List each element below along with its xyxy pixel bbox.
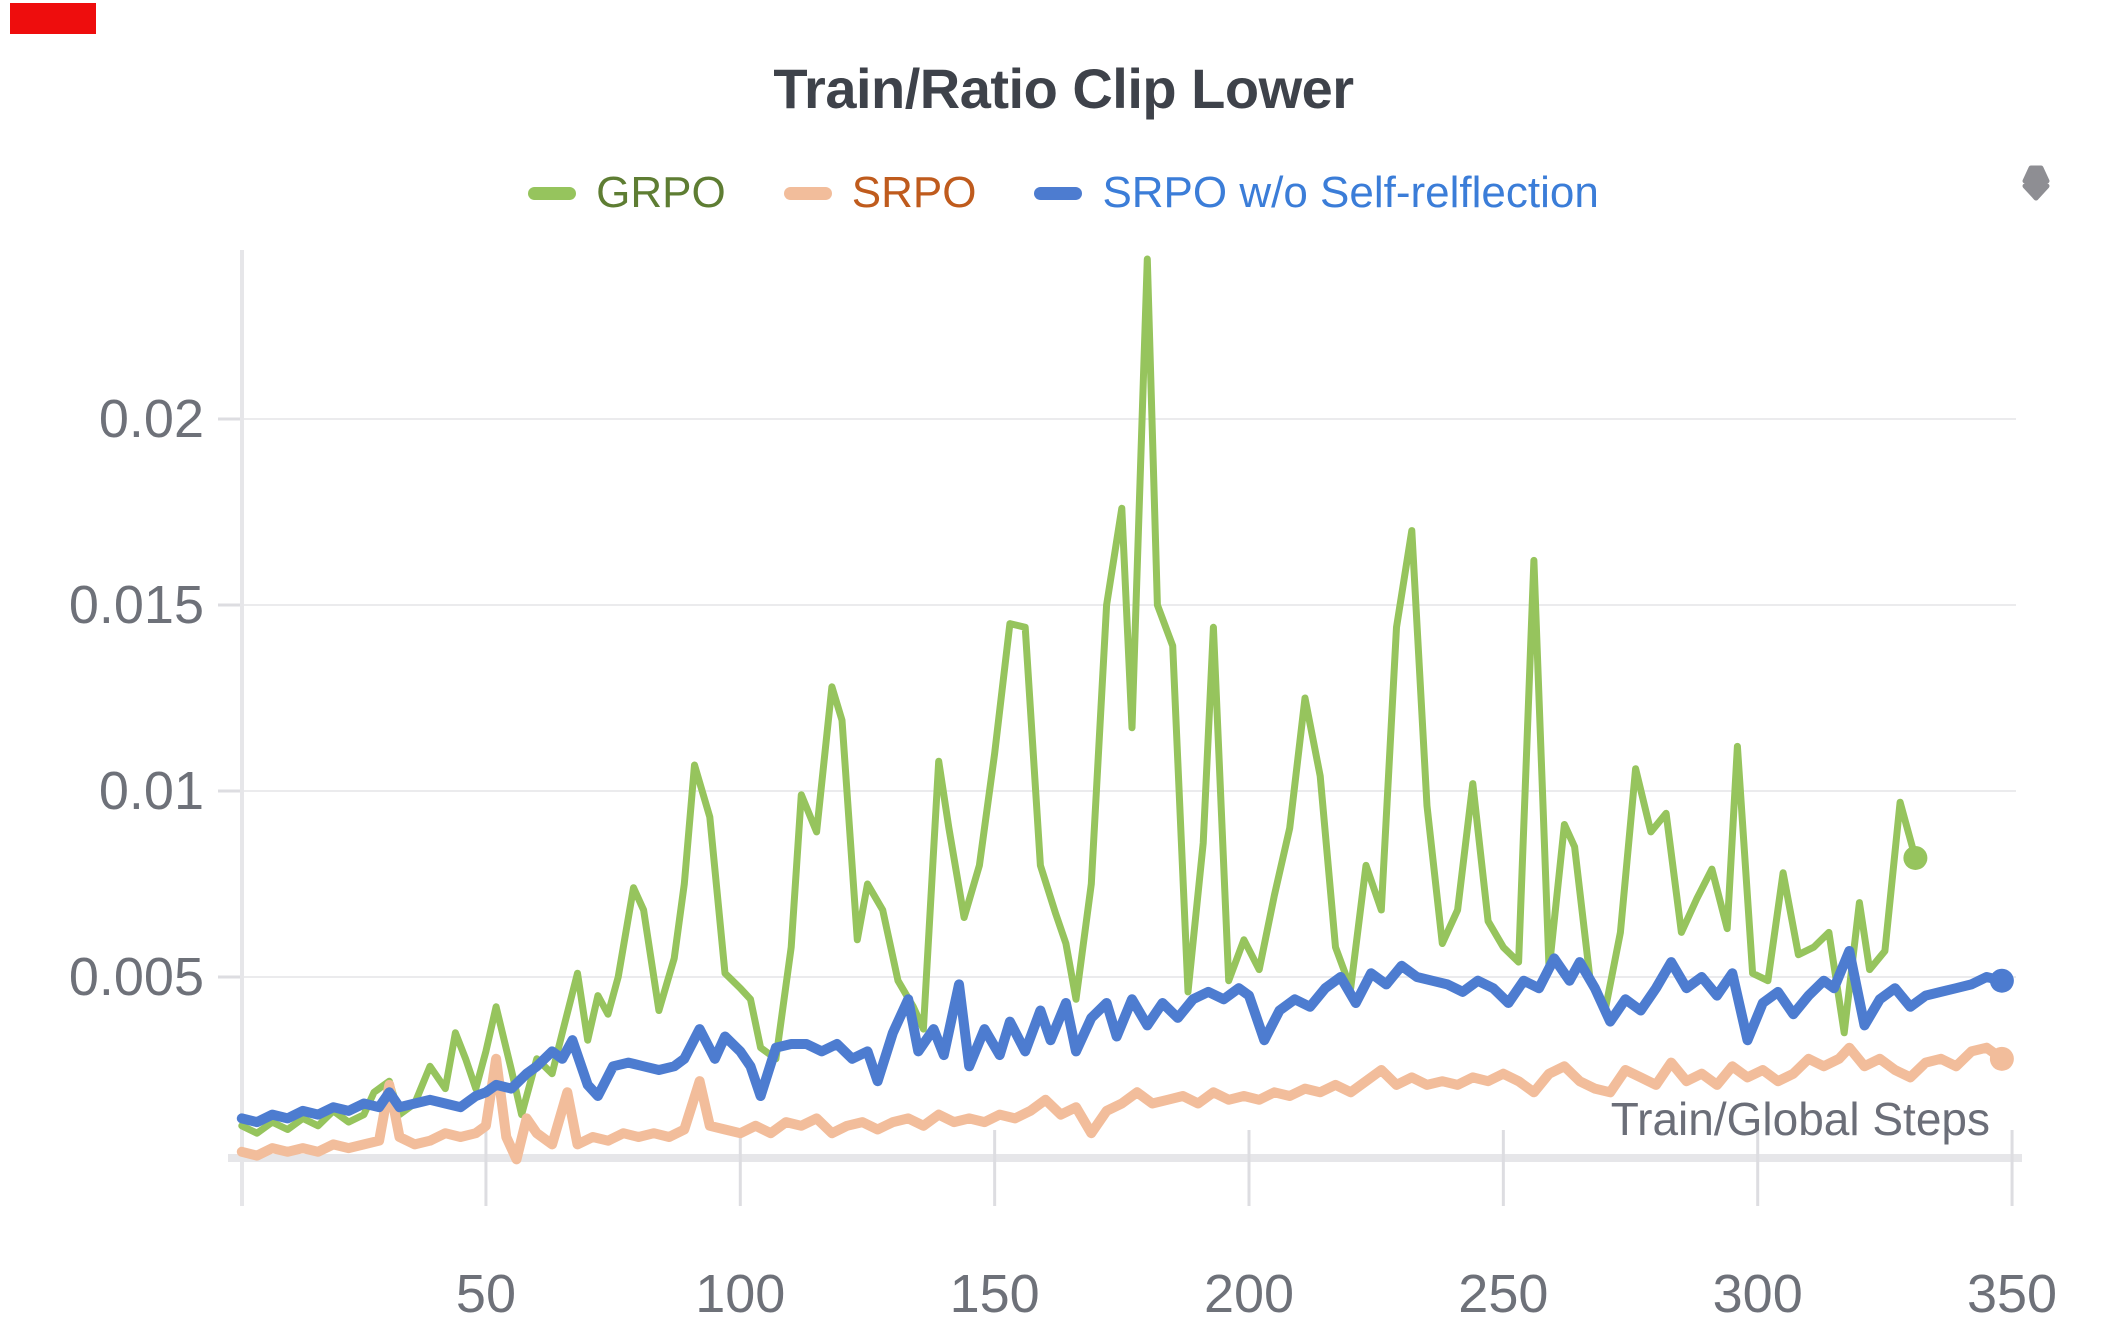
- recording-indicator: [10, 3, 96, 34]
- series-endpoint-grpo: [1903, 845, 1928, 870]
- x-tick-label: 150: [950, 1264, 1040, 1324]
- y-tick-label: 0.015: [69, 575, 204, 635]
- x-tick-label: 200: [1204, 1264, 1294, 1324]
- chart-legend: GRPO SRPO SRPO w/o Self-relflection: [0, 168, 2127, 218]
- grpo-line-swatch-icon: [528, 186, 577, 200]
- legend-item-srpo[interactable]: SRPO: [783, 168, 977, 218]
- y-tick-label: 0.02: [99, 389, 204, 449]
- legend-label-grpo: GRPO: [596, 168, 726, 217]
- series-endpoint-srpo: [1989, 1046, 2014, 1071]
- chart-title: Train/Ratio Clip Lower: [773, 57, 1354, 120]
- series-line-srpo-w-o-self-relflection[interactable]: [236, 946, 2007, 1128]
- x-tick-label: 300: [1713, 1264, 1803, 1324]
- srpo-line-swatch-icon: [783, 186, 832, 200]
- x-axis-label: Train/Global Steps: [1610, 1093, 1990, 1145]
- x-tick-label: 350: [1967, 1264, 2057, 1324]
- series-line-grpo[interactable]: [238, 255, 1919, 1137]
- legend-item-grpo[interactable]: GRPO: [528, 168, 726, 218]
- series-endpoint-srpo-w-o-self-relflection: [1989, 968, 2014, 993]
- x-tick-label: 100: [695, 1264, 785, 1324]
- y-tick-label: 0.005: [69, 947, 204, 1007]
- legend-label-srpo: SRPO: [851, 168, 977, 217]
- sort-handle-icon[interactable]: [2021, 164, 2051, 220]
- x-tick-label: 50: [456, 1264, 516, 1324]
- legend-label-srpo-wo-self-reflection: SRPO w/o Self-relflection: [1102, 168, 1599, 217]
- y-tick-label: 0.01: [99, 761, 204, 821]
- x-tick-label: 250: [1458, 1264, 1548, 1324]
- legend-item-srpo-wo-self-reflection[interactable]: SRPO w/o Self-relflection: [1034, 168, 1599, 218]
- series-line-srpo[interactable]: [236, 1042, 2007, 1165]
- srpo-wo-line-swatch-icon: [1034, 186, 1083, 200]
